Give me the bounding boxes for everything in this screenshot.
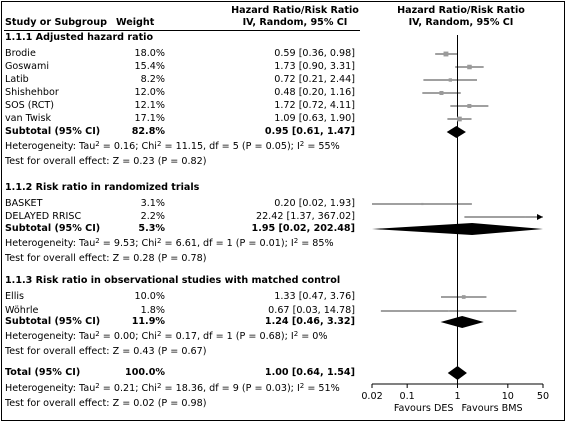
- heterogeneity-text: Heterogeneity: Tau2 = 9.53; Chi2 = 6.61,…: [5, 237, 334, 250]
- subtotal-label: Subtotal (95% CI): [5, 316, 101, 327]
- study-weight: 8.2%: [140, 74, 165, 85]
- heterogeneity-text: Heterogeneity: Tau2 = 0.21; Chi2 = 18.36…: [5, 382, 340, 395]
- group-title: 1.1.1 Adjusted hazard ratio: [5, 32, 154, 43]
- study-marker: [461, 295, 466, 299]
- study-weight: 1.8%: [140, 305, 165, 316]
- study-ci: 0.20 [0.02, 1.93]: [274, 198, 355, 209]
- total-label: Total (95% CI): [5, 367, 81, 378]
- total-weight: 100.0%: [125, 367, 165, 378]
- study-name: SOS (RCT): [5, 100, 55, 111]
- study-marker: [467, 103, 472, 109]
- study-name: Latib: [5, 74, 29, 85]
- x-tick-label: 0.02: [361, 391, 382, 402]
- study-marker: [448, 78, 452, 82]
- study-marker: [421, 202, 424, 206]
- study-name: Shishehbor: [5, 87, 59, 98]
- subtotal-label: Subtotal (95% CI): [5, 223, 101, 234]
- study-weight: 15.4%: [134, 61, 165, 72]
- header-rule: [4, 30, 360, 31]
- favours-left-label: Favours DES: [394, 403, 454, 414]
- study-weight: 18.0%: [134, 48, 165, 59]
- x-tick-label: 10: [502, 391, 514, 402]
- heterogeneity-text: Heterogeneity: Tau2 = 0.00; Chi2 = 0.17,…: [5, 330, 328, 343]
- study-marker: [439, 90, 444, 96]
- study-name: Wöhrle: [5, 305, 39, 316]
- subtotal-ci: 1.95 [0.02, 202.48]: [251, 223, 355, 234]
- overall-effect-test: Test for overall effect: Z = 0.43 (P = 0…: [5, 346, 207, 357]
- study-ci: 1.09 [0.63, 1.90]: [274, 113, 355, 124]
- x-tick-label: 1: [454, 391, 460, 402]
- study-name: Ellis: [5, 291, 25, 302]
- header-study: Study or Subgroup: [5, 17, 107, 28]
- group-title: 1.1.3 Risk ratio in observational studie…: [5, 275, 341, 286]
- study-ci: 0.72 [0.21, 2.44]: [274, 74, 355, 85]
- subtotal-weight: 11.9%: [131, 316, 165, 327]
- study-marker: [467, 64, 472, 70]
- study-weight: 10.0%: [134, 291, 165, 302]
- study-weight: 12.0%: [134, 87, 165, 98]
- study-marker: [457, 116, 462, 122]
- summary-diamond: [372, 223, 543, 235]
- x-tick-label: 50: [537, 391, 549, 402]
- study-weight: 3.1%: [140, 198, 165, 209]
- study-marker: [443, 51, 449, 57]
- heterogeneity-text: Heterogeneity: Tau2 = 0.16; Chi2 = 11.15…: [5, 140, 340, 153]
- header-plot-line1: Hazard Ratio/Risk Ratio: [397, 5, 525, 16]
- study-ci: 0.59 [0.36, 0.98]: [274, 48, 355, 59]
- study-ci: 1.72 [0.72, 4.11]: [274, 100, 355, 111]
- summary-diamond: [446, 126, 466, 138]
- study-weight: 12.1%: [134, 100, 165, 111]
- study-marker: [447, 310, 450, 312]
- subtotal-ci: 1.24 [0.46, 3.32]: [264, 316, 355, 327]
- study-ci: 1.33 [0.47, 3.76]: [274, 291, 355, 302]
- overall-effect-test: Test for overall effect: Z = 0.23 (P = 0…: [5, 156, 207, 167]
- ci-arrow: [537, 214, 543, 220]
- subtotal-weight: 82.8%: [131, 126, 165, 137]
- x-tick-label: 0.1: [400, 391, 415, 402]
- summary-diamond: [447, 366, 467, 380]
- header-weight: Weight: [116, 17, 155, 28]
- study-ci: 0.48 [0.20, 1.16]: [274, 87, 355, 98]
- summary-diamond: [440, 316, 484, 328]
- total-ci: 1.00 [0.64, 1.54]: [264, 367, 355, 378]
- favours-right-label: Favours BMS: [462, 403, 523, 414]
- study-name: BASKET: [5, 198, 43, 209]
- overall-effect-test: Test for overall effect: Z = 0.02 (P = 0…: [5, 398, 207, 409]
- header-plot-line2: IV, Random, 95% CI: [408, 17, 514, 28]
- study-name: Goswami: [5, 61, 50, 72]
- overall-effect-test: Test for overall effect: Z = 0.28 (P = 0…: [5, 253, 207, 264]
- header-measure-line2: IV, Random, 95% CI: [242, 17, 348, 28]
- study-marker: [524, 216, 527, 218]
- group-title: 1.1.2 Risk ratio in randomized trials: [5, 182, 200, 193]
- study-weight: 17.1%: [134, 113, 165, 124]
- study-weight: 2.2%: [140, 211, 165, 222]
- study-name: Brodie: [5, 48, 36, 59]
- subtotal-ci: 0.95 [0.61, 1.47]: [264, 126, 355, 137]
- study-name: DELAYED RRISC: [5, 211, 82, 222]
- study-name: van Twisk: [5, 113, 52, 124]
- subtotal-weight: 5.3%: [138, 223, 165, 234]
- study-ci: 22.42 [1.37, 367.02]: [255, 211, 355, 222]
- study-ci: 1.73 [0.90, 3.31]: [274, 61, 355, 72]
- study-ci: 0.67 [0.03, 14.78]: [268, 305, 355, 316]
- header-measure-line1: Hazard Ratio/Risk Ratio: [231, 5, 359, 16]
- subtotal-label: Subtotal (95% CI): [5, 126, 101, 137]
